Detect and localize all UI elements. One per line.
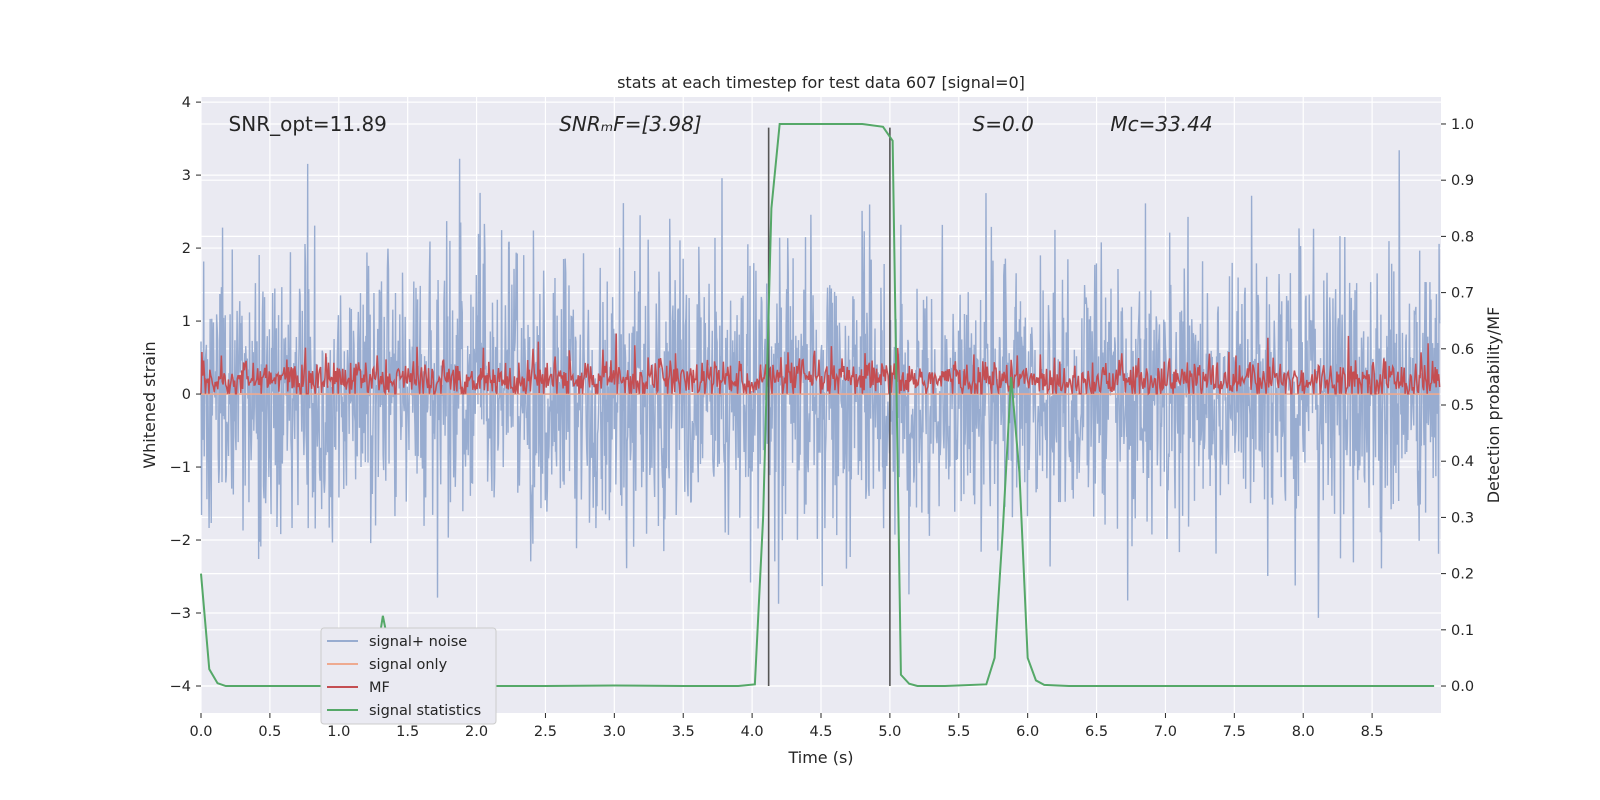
y-right-tick-label: 1.0: [1451, 117, 1474, 133]
legend-label-mf: MF: [369, 680, 390, 696]
x-axis-ticks: 0.0 0.5 1.0 1.5 2.0 2.5 3.0 3.5 4.0 4.5 5.0 5.5 6.0 6…: [189, 713, 1384, 740]
y-right-tick-label: 0.3: [1451, 510, 1474, 526]
y-right-tick-label: 0.2: [1451, 567, 1474, 583]
y-left-tick-label: 1: [182, 314, 191, 330]
y-right-tick-label: 0.4: [1451, 454, 1474, 470]
y-right-axis-ticks: 1.0 0.9 0.8 0.7 0.6 0.5 0.4 0.3 0.2 0.1 0.0: [1441, 117, 1474, 695]
x-tick-label: 7.5: [1223, 724, 1246, 740]
y-left-axis-ticks: 4 3 2 1 0 −1 −2 −3 −4: [170, 95, 201, 695]
x-tick-label: 8.5: [1361, 724, 1384, 740]
x-tick-label: 6.0: [1016, 724, 1039, 740]
y-right-tick-label: 0.6: [1451, 342, 1474, 358]
y-left-tick-label: −1: [170, 460, 191, 476]
annotations: SNR_opt=11.89 SNRₘF=[3.98] S=0.0 Mᴄ=33.44: [229, 112, 1213, 136]
x-tick-label: 5.5: [947, 724, 970, 740]
legend: signal+ noise signal only MF signal stat…: [320, 627, 497, 725]
x-tick-label: 2.0: [465, 724, 488, 740]
chart-title: stats at each timestep for test data 607…: [617, 73, 1025, 92]
x-tick-label: 1.0: [327, 724, 350, 740]
legend-label-signal-noise: signal+ noise: [369, 634, 467, 650]
y-right-tick-label: 0.7: [1451, 286, 1474, 302]
x-tick-label: 1.5: [396, 724, 419, 740]
x-tick-label: 0.0: [189, 724, 212, 740]
mf-line: [200, 333, 1441, 396]
y-left-tick-label: −2: [170, 533, 191, 549]
y-left-tick-label: −4: [170, 679, 191, 695]
x-tick-label: 6.5: [1085, 724, 1108, 740]
y-right-tick-label: 0.9: [1451, 173, 1474, 189]
y-right-tick-label: 0.0: [1451, 679, 1474, 695]
y-right-tick-label: 0.8: [1451, 229, 1474, 245]
y-right-axis-label: Detection probability/MF: [1484, 307, 1503, 504]
annotation-1: SNRₘF=[3.98]: [559, 112, 701, 136]
x-tick-label: 3.0: [603, 724, 626, 740]
x-tick-label: 5.0: [878, 724, 901, 740]
legend-label-signal-only: signal only: [369, 657, 448, 673]
y-left-tick-label: 4: [182, 95, 191, 111]
x-tick-label: 4.0: [741, 724, 764, 740]
y-left-axis-label: Whitened strain: [140, 341, 159, 468]
vertical-markers: [767, 127, 891, 686]
x-tick-label: 7.0: [1154, 724, 1177, 740]
y-left-tick-label: −3: [170, 606, 191, 622]
y-right-tick-label: 0.1: [1451, 623, 1474, 639]
y-right-tick-label: 0.5: [1451, 398, 1474, 414]
annotation-0: SNR_opt=11.89: [229, 112, 387, 136]
legend-label-signal-statistics: signal statistics: [369, 703, 481, 719]
x-tick-label: 4.5: [809, 724, 832, 740]
annotation-2: S=0.0: [973, 112, 1034, 136]
annotation-3: Mᴄ=33.44: [1110, 112, 1212, 136]
legend-box: [320, 627, 497, 725]
x-axis-label: Time (s): [787, 748, 853, 767]
x-tick-label: 0.5: [258, 724, 281, 740]
x-tick-label: 3.5: [672, 724, 695, 740]
y-left-tick-label: 2: [182, 241, 191, 257]
x-tick-label: 8.0: [1292, 724, 1315, 740]
y-left-tick-label: 3: [182, 168, 191, 184]
x-tick-label: 2.5: [534, 724, 557, 740]
mf-series: [200, 333, 1441, 396]
y-left-tick-label: 0: [182, 387, 191, 403]
